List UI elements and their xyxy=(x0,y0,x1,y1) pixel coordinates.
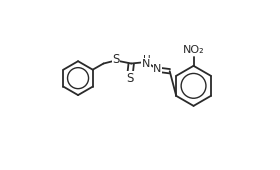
Text: S: S xyxy=(126,72,133,85)
Text: N: N xyxy=(142,58,150,69)
Text: S: S xyxy=(112,53,120,66)
Text: H: H xyxy=(143,55,150,65)
Text: NO₂: NO₂ xyxy=(183,45,204,55)
Text: N: N xyxy=(153,64,162,74)
